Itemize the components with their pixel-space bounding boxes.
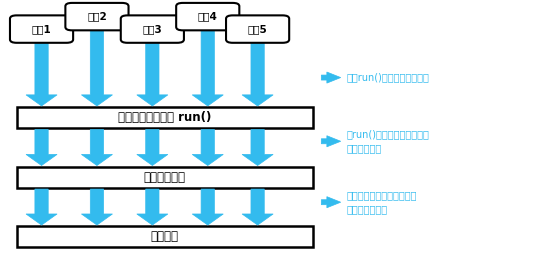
Text: 线程休眠: 线程休眠 — [151, 230, 179, 243]
Polygon shape — [81, 189, 112, 225]
FancyBboxPatch shape — [226, 15, 289, 43]
Polygon shape — [242, 130, 273, 166]
Text: 对傃4: 对傃4 — [198, 12, 218, 22]
Polygon shape — [137, 189, 168, 225]
Polygon shape — [81, 130, 112, 166]
Text: 从run()方法到输出文字也有
时间先后顺序: 从run()方法到输出文字也有 时间先后顺序 — [346, 129, 429, 153]
FancyBboxPatch shape — [17, 107, 313, 128]
Polygon shape — [26, 130, 57, 166]
Polygon shape — [137, 41, 168, 106]
FancyBboxPatch shape — [10, 15, 73, 43]
Polygon shape — [192, 130, 223, 166]
Polygon shape — [242, 41, 273, 106]
Text: 线程的执行方法： run(): 线程的执行方法： run() — [118, 111, 212, 124]
Polygon shape — [242, 189, 273, 225]
Polygon shape — [26, 189, 57, 225]
Polygon shape — [321, 136, 341, 147]
FancyBboxPatch shape — [17, 227, 313, 247]
Polygon shape — [192, 189, 223, 225]
Polygon shape — [137, 130, 168, 166]
Polygon shape — [321, 197, 341, 208]
FancyBboxPatch shape — [65, 3, 129, 30]
Text: 执行线程休眠和唤醒固然也
有时间先后顺序: 执行线程休眠和唤醒固然也 有时间先后顺序 — [346, 190, 417, 214]
Polygon shape — [321, 72, 341, 83]
FancyBboxPatch shape — [176, 3, 239, 30]
Text: 执行run()方法时有先后顺序: 执行run()方法时有先后顺序 — [346, 73, 429, 83]
Text: 对傃5: 对傃5 — [248, 24, 268, 34]
Polygon shape — [26, 41, 57, 106]
FancyBboxPatch shape — [17, 167, 313, 188]
Text: 对傃3: 对傃3 — [142, 24, 162, 34]
Polygon shape — [192, 29, 223, 106]
Text: 对傃1: 对傃1 — [32, 24, 52, 34]
Polygon shape — [81, 29, 112, 106]
Text: 对傃2: 对傃2 — [87, 12, 107, 22]
Text: 提示文字输出: 提示文字输出 — [144, 171, 186, 184]
FancyBboxPatch shape — [121, 15, 184, 43]
